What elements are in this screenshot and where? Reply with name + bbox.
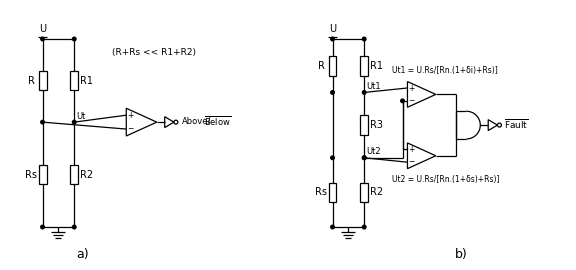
Circle shape [331,37,334,41]
Text: Ut: Ut [76,112,86,121]
Text: (R+Rs << R1+R2): (R+Rs << R1+R2) [112,48,196,57]
Circle shape [362,156,366,160]
Text: $\overline{\mathrm{Fault}}$: $\overline{\mathrm{Fault}}$ [505,117,529,131]
Bar [39,165,47,184]
Circle shape [362,91,366,94]
Text: R1: R1 [79,76,93,86]
Text: Ut1 = U.Rs/[Rn.(1+δi)+Rs)]: Ut1 = U.Rs/[Rn.(1+δi)+Rs)] [392,66,498,75]
Text: −: − [408,157,415,166]
Circle shape [73,225,76,229]
Text: R2: R2 [79,170,93,180]
Text: −: − [408,96,415,105]
Text: R: R [318,61,325,71]
Bar [70,165,78,184]
Circle shape [331,156,334,160]
Text: Ut1: Ut1 [366,82,381,91]
Circle shape [362,156,366,160]
Circle shape [362,37,366,41]
Text: Above/: Above/ [182,117,211,126]
Text: Rs: Rs [25,170,37,180]
Bar [360,56,368,76]
Circle shape [41,37,44,41]
Text: +: + [408,84,415,93]
Text: R1: R1 [370,61,382,71]
Text: +: + [408,146,415,154]
Text: U: U [329,24,336,34]
Circle shape [331,225,334,229]
Circle shape [73,37,76,41]
Text: Ut2 = U.Rs/[Rn.(1+δs)+Rs)]: Ut2 = U.Rs/[Rn.(1+δs)+Rs)] [392,175,499,184]
Bar [328,183,336,202]
Text: a): a) [76,248,89,261]
Text: +: + [127,112,134,120]
Bar [39,71,47,90]
Circle shape [401,99,404,103]
Text: −: − [127,124,134,133]
Text: b): b) [455,248,468,261]
Bar [360,183,368,202]
Text: R2: R2 [370,187,382,197]
Text: R3: R3 [370,120,382,130]
Text: R: R [28,76,35,86]
Circle shape [73,120,76,124]
Text: Ut2: Ut2 [366,147,381,156]
Text: U: U [39,24,46,34]
Circle shape [41,120,44,124]
Circle shape [41,225,44,229]
Circle shape [331,91,334,94]
Bar [360,115,368,135]
Text: $\overline{\mathrm{Below}}$: $\overline{\mathrm{Below}}$ [203,114,231,128]
Text: Rs: Rs [314,187,327,197]
Bar [328,56,336,76]
Bar [70,71,78,90]
Circle shape [362,225,366,229]
